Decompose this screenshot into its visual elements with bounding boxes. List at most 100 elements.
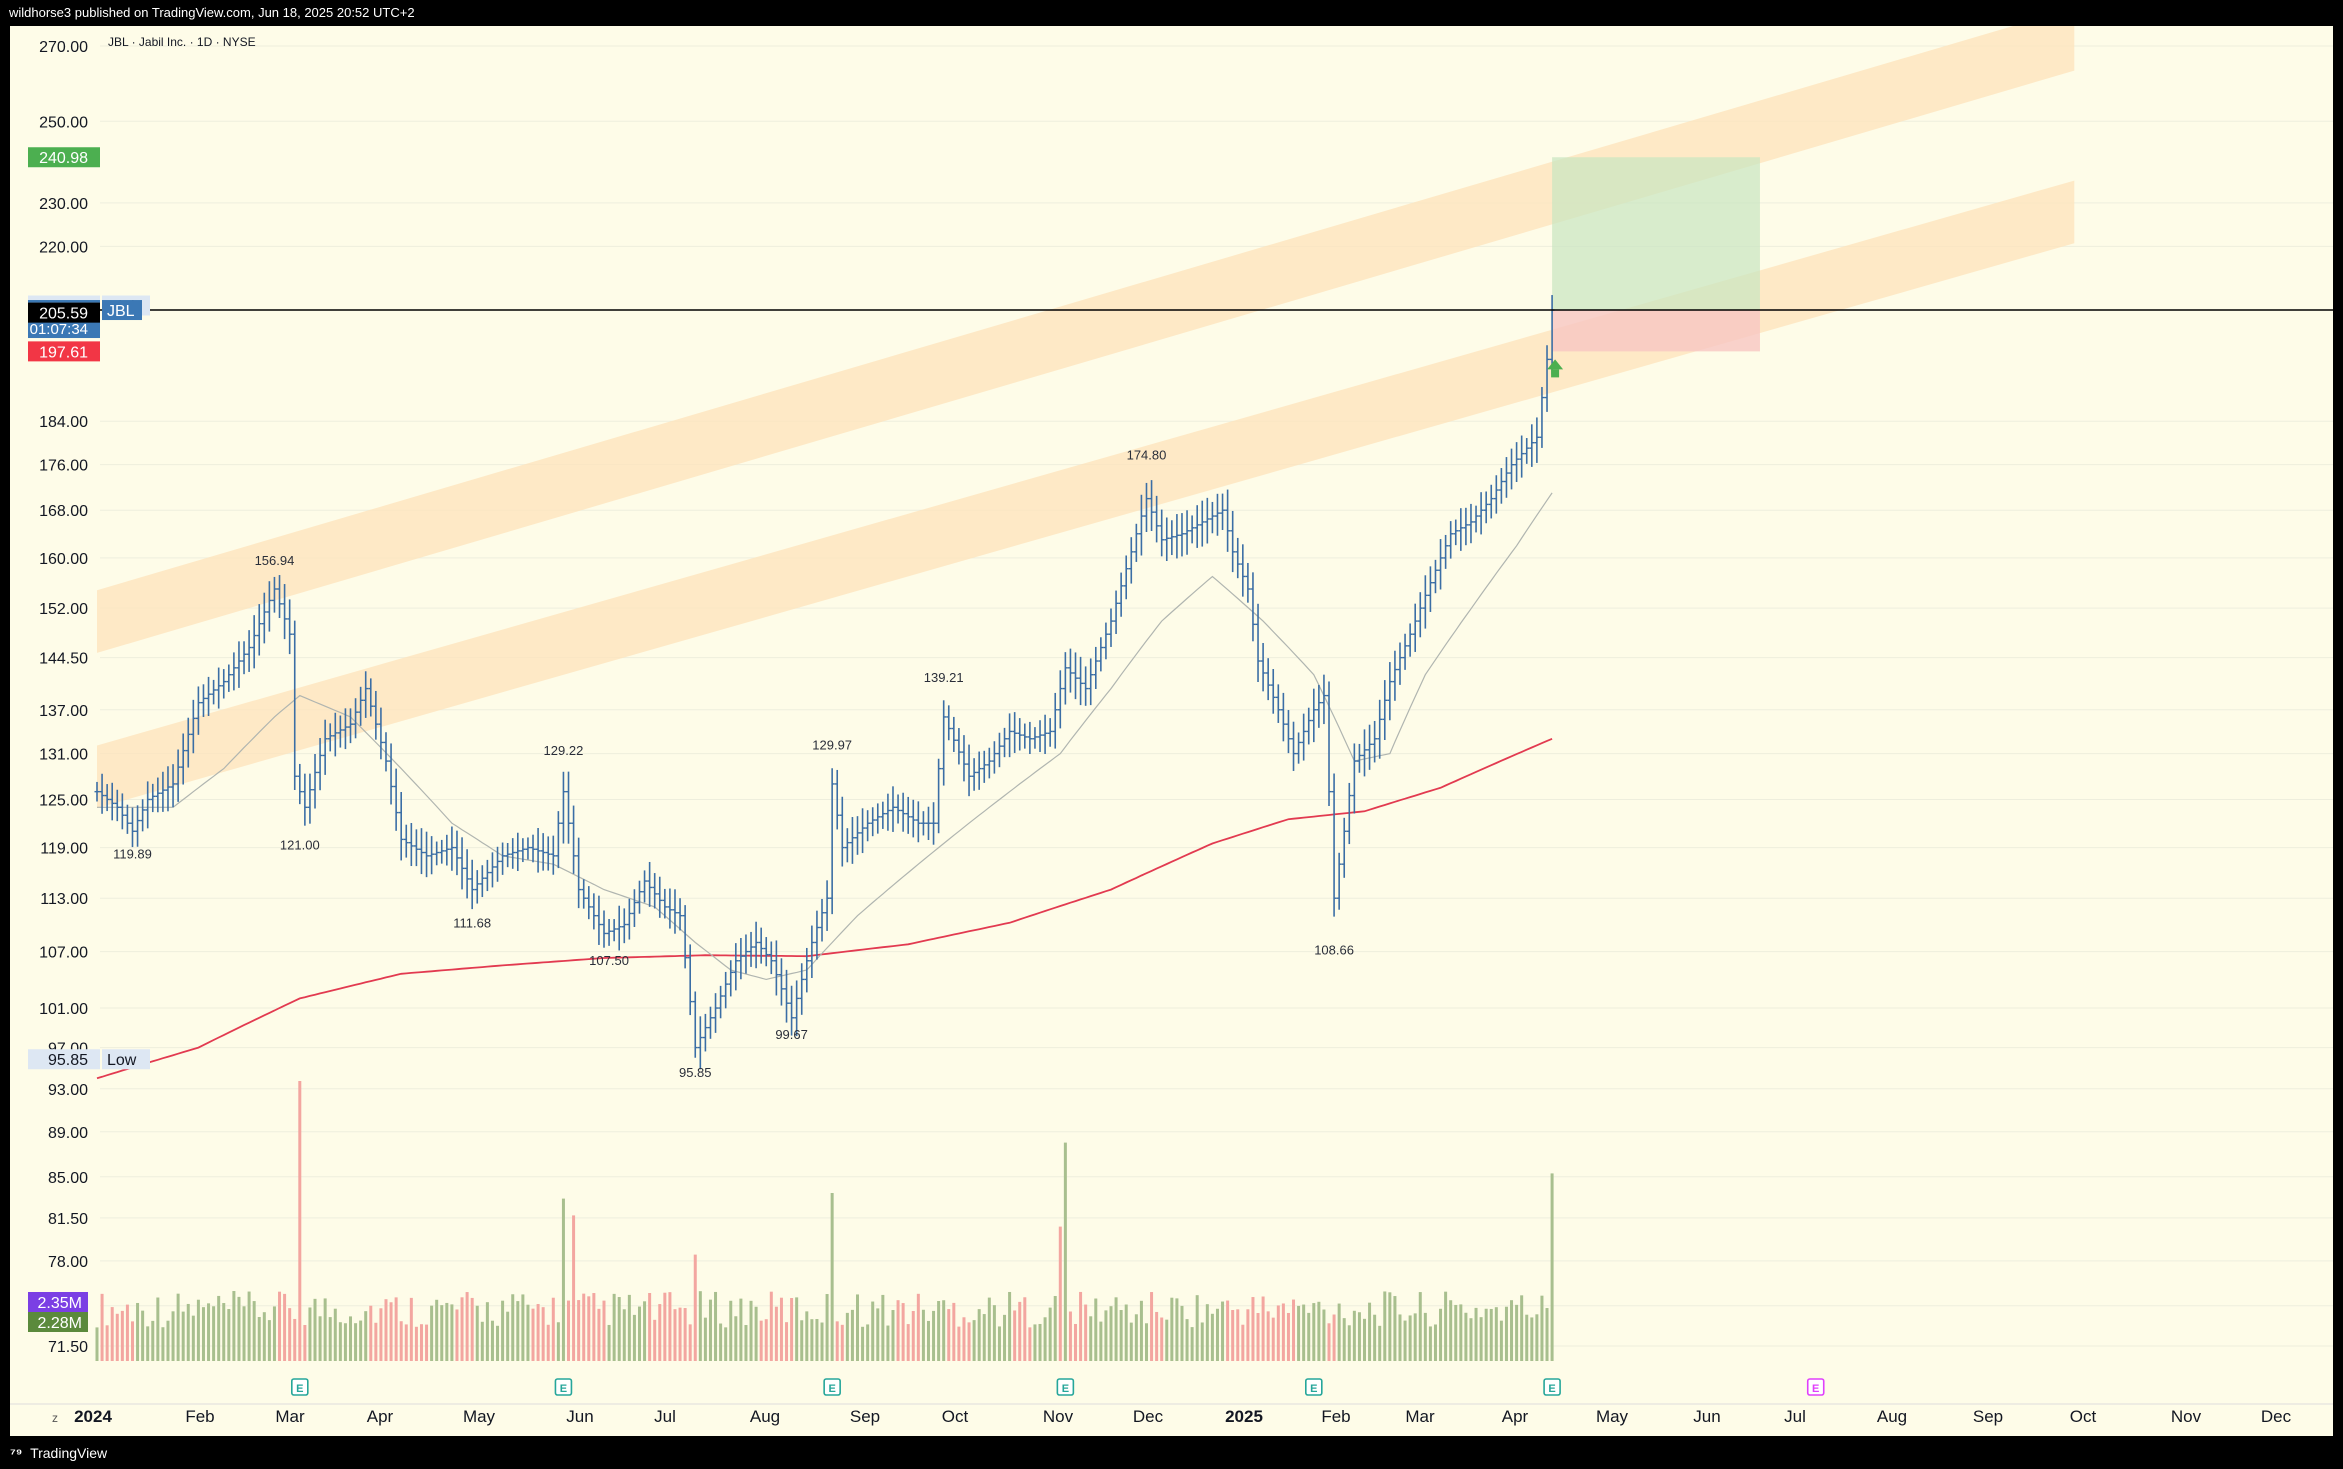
volume-bar <box>551 1297 555 1361</box>
volume-bar <box>1464 1312 1468 1361</box>
volume-bar <box>1520 1295 1524 1361</box>
price-axis-tag-value: 95.85 <box>48 1052 88 1069</box>
volume-bar <box>288 1308 292 1361</box>
volume-bar <box>349 1316 352 1361</box>
volume-bar <box>465 1292 469 1361</box>
volume-bar <box>1215 1308 1219 1361</box>
volume-axis-tag <box>28 1292 88 1312</box>
earnings-marker-icon <box>1543 1378 1561 1396</box>
volume-axis-tag <box>28 1312 88 1332</box>
volume-bar <box>1139 1300 1143 1361</box>
price-axis-tag-value: 205.59 <box>39 306 88 323</box>
volume-bar <box>856 1294 859 1361</box>
volume-bar <box>1089 1316 1093 1361</box>
time-axis-label: Nov <box>2171 1407 2202 1426</box>
volume-bar <box>1276 1305 1280 1361</box>
volume-bar <box>1469 1318 1473 1361</box>
volume-bar <box>861 1326 865 1361</box>
price-chart[interactable]: 119.89 156.94 121.00 111.68 129.22 107.50 95.8… <box>10 7 2333 1436</box>
price-axis-tick: 101.00 <box>39 1001 88 1018</box>
volume-bar <box>141 1310 145 1361</box>
volume-bar <box>343 1323 347 1361</box>
volume-bar <box>932 1310 936 1361</box>
swing-price-label: 95.85 <box>679 1065 712 1080</box>
swing-price-label: 107.50 <box>589 953 629 968</box>
volume-bar <box>1063 1142 1067 1361</box>
volume-bar <box>1403 1320 1407 1361</box>
volume-bar <box>1008 1291 1012 1361</box>
price-axis-tick: 131.00 <box>39 747 88 764</box>
price-axis-tag-label-bg <box>102 300 142 321</box>
volume-axis-tag-value: 2.35M <box>38 1295 82 1312</box>
price-axis-tick: 107.00 <box>39 945 88 962</box>
chart-panel[interactable]: 119.89 156.94 121.00 111.68 129.22 107.50 95.8… <box>10 7 2333 1436</box>
volume-bar <box>136 1302 140 1361</box>
volume-bar <box>1459 1304 1463 1361</box>
volume-bar <box>572 1215 576 1361</box>
volume-bar <box>916 1293 920 1361</box>
volume-bar <box>734 1316 738 1361</box>
volume-bar <box>901 1303 905 1361</box>
volume-bar <box>957 1326 961 1361</box>
volume-bar <box>719 1323 723 1361</box>
swing-price-label: 139.21 <box>924 670 964 685</box>
volume-bar <box>399 1321 403 1361</box>
volume-bar <box>146 1326 150 1361</box>
moving-average-fast <box>97 492 1553 981</box>
volume-bar <box>1317 1301 1321 1361</box>
volume-bar <box>926 1320 930 1361</box>
time-axis-label: Mar <box>275 1407 305 1426</box>
volume-bar <box>1286 1312 1290 1361</box>
volume-bar <box>708 1299 712 1361</box>
volume-bar <box>668 1292 672 1361</box>
volume-bar <box>328 1317 332 1361</box>
volume-bar <box>1246 1309 1250 1361</box>
volume-bar <box>531 1308 535 1361</box>
volume-bar <box>891 1310 895 1361</box>
volume-axis-tag-value: 2.28M <box>38 1315 82 1332</box>
volume-bar <box>526 1304 530 1361</box>
swing-price-label: 119.89 <box>113 846 152 861</box>
volume-bar <box>1433 1324 1437 1361</box>
volume-bar <box>475 1305 479 1361</box>
volume-bar <box>886 1325 890 1361</box>
earnings-marker-icon <box>1806 1378 1825 1396</box>
volume-bar <box>597 1308 601 1361</box>
volume-bar <box>977 1309 981 1361</box>
time-axis-label: Dec <box>1133 1407 1164 1426</box>
volume-bar <box>1190 1327 1194 1361</box>
volume-bar <box>354 1323 358 1361</box>
volume-bar <box>1084 1304 1088 1361</box>
volume-bar <box>1038 1323 1042 1361</box>
volume-bar <box>379 1308 383 1361</box>
volume-bar <box>541 1307 545 1361</box>
time-axis-label: Feb <box>1321 1407 1350 1426</box>
volume-bar <box>1418 1292 1422 1361</box>
volume-bar <box>1550 1173 1554 1361</box>
price-axis-panel <box>10 26 100 1404</box>
volume-bar <box>1175 1298 1179 1361</box>
volume-bar <box>1048 1307 1052 1361</box>
time-axis-label: 2025 <box>1225 1407 1263 1426</box>
price-axis-tag <box>28 1049 100 1070</box>
volume-bar <box>967 1322 971 1361</box>
volume-bar <box>389 1302 393 1361</box>
volume-bar <box>181 1311 185 1361</box>
volume-bar <box>1413 1313 1417 1361</box>
volume-bar <box>952 1302 956 1361</box>
volume-bar <box>850 1309 854 1361</box>
price-axis-tick: 270.00 <box>39 39 88 56</box>
volume-bar <box>982 1314 986 1361</box>
volume-bar <box>257 1317 261 1361</box>
volume-bar <box>262 1312 266 1361</box>
volume-bar <box>1134 1314 1138 1361</box>
volume-bar <box>303 1325 307 1361</box>
volume-bar <box>95 1327 99 1361</box>
volume-bar <box>764 1319 768 1361</box>
moving-average-slow <box>96 737 1553 1080</box>
volume-bar <box>556 1322 560 1361</box>
price-axis-tick: 78.00 <box>48 1254 88 1271</box>
volume-bar <box>1499 1320 1503 1361</box>
volume-bar <box>800 1320 804 1361</box>
volume-bar <box>1058 1226 1062 1361</box>
